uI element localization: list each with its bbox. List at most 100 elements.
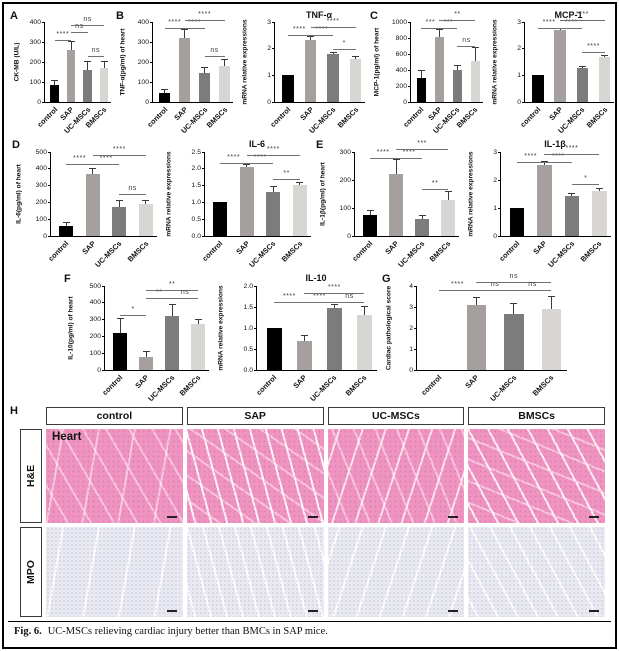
error-bar-cap xyxy=(417,69,425,71)
y-tick-label: 500 xyxy=(89,282,101,290)
error-bar-cap xyxy=(352,56,360,58)
y-tick-label: 0.5 xyxy=(243,345,253,353)
y-tick-label: 300 xyxy=(137,38,149,46)
histology-column-header-BMSCs: BMSCs xyxy=(468,407,605,425)
bar-SAP xyxy=(296,341,313,370)
significance-label: ns xyxy=(509,272,518,280)
error-bar-cap xyxy=(168,304,176,306)
y-tick-mark xyxy=(272,74,275,76)
y-tick-mark xyxy=(414,285,417,287)
y-tick-mark xyxy=(48,151,51,153)
significance-bracket xyxy=(87,55,105,57)
y-axis-label: mRNA relative expressions xyxy=(491,19,499,105)
significance-label: ns xyxy=(75,23,84,31)
error-bar-cap xyxy=(510,302,518,304)
y-tick-mark xyxy=(408,69,411,71)
error-bar-UC-MSCs xyxy=(581,66,583,69)
error-bar-UC-MSCs xyxy=(272,187,274,193)
error-bar-SAP xyxy=(145,352,147,358)
significance-bracket xyxy=(370,157,397,159)
panel-letter-e: E xyxy=(316,139,324,151)
bar-SAP xyxy=(239,167,254,236)
bar-BMSCs xyxy=(99,68,109,102)
significance-bracket xyxy=(439,20,476,22)
error-bar-BMSCs xyxy=(474,48,476,62)
y-tick-mark xyxy=(202,201,205,203)
bar-control xyxy=(213,202,228,236)
error-bar-control xyxy=(164,90,166,93)
bar-control xyxy=(532,75,544,102)
y-tick-label: 800 xyxy=(395,34,407,42)
chart-panel-B: B TNF-α(pg/ml) of heart 0 100 200 300 400 contr… xyxy=(116,10,238,136)
histology-column-header-SAP: SAP xyxy=(186,407,324,425)
y-tick-label: 200 xyxy=(137,58,149,66)
significance-label: ** xyxy=(283,169,290,177)
significance-bracket xyxy=(544,153,600,155)
chart-title: MCP-1 xyxy=(554,10,583,20)
histology-image-mpo-control xyxy=(46,527,183,617)
error-bar-UC-MSCs xyxy=(87,62,89,70)
plot-area: 0 1 2 3 control SAP UC-MSCs BMSCs **** **** **** * xyxy=(267,18,365,135)
y-tick-label: 0.0 xyxy=(243,366,253,374)
error-bar-BMSCs xyxy=(447,191,449,201)
y-tick-mark xyxy=(414,369,417,371)
error-bar-UC-MSCs xyxy=(571,194,573,196)
error-bar-cap xyxy=(472,296,480,298)
error-bar-control xyxy=(65,222,67,226)
significance-bracket xyxy=(92,163,120,165)
plot-area: 0.0 0.5 1.0 1.5 2.0 control SAP UC-MSCs BMSCs ***… xyxy=(244,283,377,403)
significance-label: **** xyxy=(565,144,579,152)
y-tick-label: 400 xyxy=(35,165,47,173)
chart-panel-G: G Cardiac pathological score 0 1 2 3 4 control S… xyxy=(382,273,572,404)
plot-area: 0 200 400 600 800 1000 control SAP UC-MSCs BMSCs *… xyxy=(392,11,483,135)
y-tick-mark xyxy=(414,327,417,329)
y-tick-mark xyxy=(272,48,275,50)
error-bar-control xyxy=(119,318,121,334)
bar-UC-MSCs xyxy=(576,68,589,102)
significance-bracket xyxy=(288,34,311,36)
bar-SAP xyxy=(66,50,76,102)
y-tick-mark xyxy=(414,306,417,308)
error-bar-SAP xyxy=(310,36,312,40)
bar-UC-MSCs xyxy=(452,70,463,102)
significance-bracket xyxy=(571,183,600,185)
y-tick-mark xyxy=(408,53,411,55)
histology-column-header-control: control xyxy=(46,407,183,425)
y-tick-mark xyxy=(408,85,411,87)
y-tick-label: 100 xyxy=(29,78,41,86)
y-tick-mark xyxy=(202,168,205,170)
significance-label: **** xyxy=(99,154,113,162)
error-bar-SAP xyxy=(184,30,186,38)
error-bar-cap xyxy=(392,159,400,161)
y-tick-mark xyxy=(202,235,205,237)
panel-letter-g: G xyxy=(382,273,391,285)
significance-bracket xyxy=(334,301,365,303)
y-tick-label: 0.5 xyxy=(191,215,201,223)
y-tick-mark xyxy=(414,348,417,350)
y-tick-mark xyxy=(42,81,45,83)
scale-bar xyxy=(448,516,459,518)
significance-label: ns xyxy=(128,185,137,192)
bar-UC-MSCs xyxy=(326,307,343,370)
error-bar-UC-MSCs xyxy=(118,200,120,207)
y-tick-mark xyxy=(202,185,205,187)
bar-BMSCs xyxy=(598,57,611,102)
significance-bracket xyxy=(560,27,583,29)
significance-label: **** xyxy=(326,17,340,25)
error-bar-cap xyxy=(366,209,374,211)
y-tick-mark xyxy=(498,151,501,153)
y-tick-label: 1000 xyxy=(391,18,407,26)
significance-label: **** xyxy=(188,19,202,27)
error-bar-cap xyxy=(221,59,229,60)
y-tick-mark xyxy=(352,151,355,153)
error-bar-cap xyxy=(142,199,150,201)
significance-bracket xyxy=(184,20,225,22)
y-tick-label: 300 xyxy=(339,148,351,156)
error-bar-cap xyxy=(296,181,304,183)
y-tick-mark xyxy=(522,101,525,103)
y-tick-mark xyxy=(48,201,51,203)
error-bar-cap xyxy=(201,67,209,68)
y-tick-label: 1.5 xyxy=(243,303,253,311)
significance-bracket xyxy=(246,162,274,164)
